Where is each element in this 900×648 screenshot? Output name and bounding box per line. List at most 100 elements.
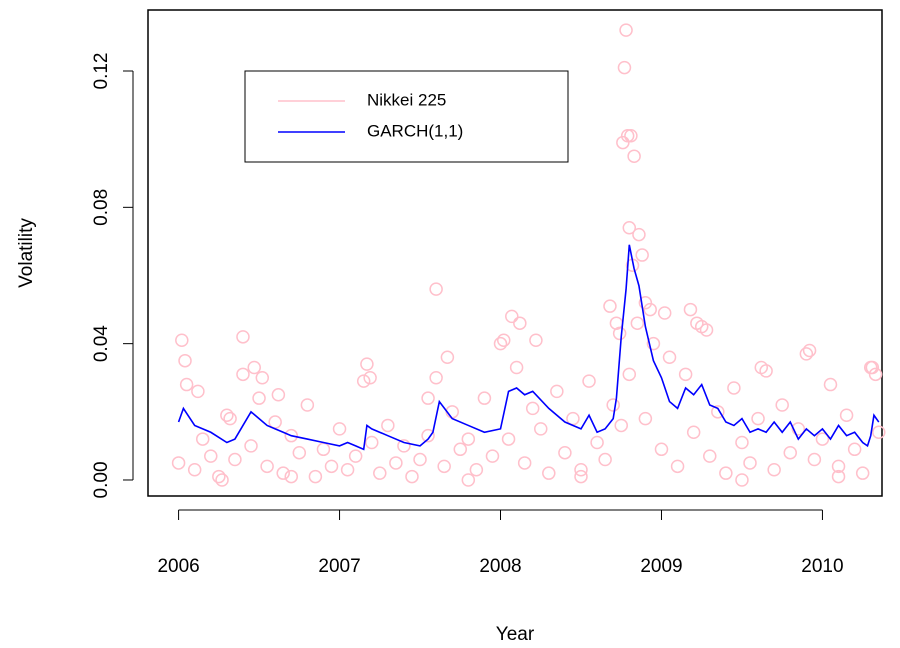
point [727, 381, 741, 395]
point [686, 425, 701, 440]
plot-frame [147, 9, 883, 497]
point [799, 347, 814, 361]
point [212, 469, 226, 484]
point [802, 343, 817, 358]
point [496, 333, 511, 347]
point [616, 135, 630, 150]
point [603, 299, 617, 313]
point [872, 425, 886, 440]
point [831, 469, 846, 484]
point [574, 463, 588, 477]
point [582, 374, 596, 388]
point [340, 463, 355, 477]
point [847, 442, 862, 457]
point [590, 435, 604, 450]
point [534, 422, 548, 436]
point [308, 469, 323, 484]
x-tick-label: 2009 [640, 556, 682, 577]
point [271, 388, 286, 402]
point [171, 456, 186, 470]
point [550, 384, 564, 399]
point [654, 442, 669, 457]
point [247, 360, 261, 375]
x-tick-label: 2008 [479, 556, 521, 577]
point [228, 452, 242, 467]
point [614, 418, 628, 433]
point [638, 411, 653, 426]
point [252, 391, 266, 405]
point [703, 449, 717, 463]
point [630, 316, 645, 330]
point [823, 377, 838, 392]
point [865, 360, 880, 375]
point [617, 60, 632, 75]
point [437, 459, 451, 474]
point [627, 149, 641, 163]
y-axis-label: Volatility [16, 218, 37, 288]
point [215, 473, 229, 487]
point [316, 442, 331, 457]
y-tick-label: 0.00 [91, 461, 112, 498]
point [670, 459, 685, 474]
point [477, 391, 492, 405]
point [421, 391, 435, 405]
point [612, 326, 627, 341]
point [699, 323, 714, 337]
point [505, 309, 519, 324]
point [356, 374, 371, 388]
point [292, 445, 307, 460]
point [236, 367, 250, 382]
point [284, 469, 299, 484]
point [598, 452, 612, 467]
point [606, 398, 620, 412]
point [619, 23, 633, 37]
point [178, 353, 192, 368]
point [775, 398, 789, 412]
x-tick-label: 2007 [318, 556, 360, 577]
point [513, 316, 527, 330]
line [177, 244, 880, 451]
point [509, 360, 524, 375]
point [204, 449, 218, 463]
point [461, 473, 476, 487]
point [373, 466, 387, 480]
point [360, 357, 374, 371]
legend-label: GARCH(1,1) [367, 121, 463, 140]
point [620, 129, 635, 143]
point [332, 422, 347, 436]
point [300, 398, 315, 412]
x-tick-label: 2010 [801, 556, 843, 577]
point [657, 306, 672, 320]
point [363, 370, 377, 385]
point [260, 459, 274, 474]
point [624, 129, 638, 143]
point [735, 435, 749, 450]
point [244, 439, 258, 453]
point [542, 466, 556, 480]
x-tick-label: 2006 [157, 556, 199, 577]
point [638, 296, 653, 310]
point [529, 333, 543, 347]
point [276, 466, 290, 480]
point [839, 408, 854, 422]
point [735, 473, 749, 487]
point [678, 367, 693, 382]
point [421, 428, 435, 443]
point [364, 435, 379, 450]
point [413, 452, 427, 467]
point [831, 459, 846, 474]
point [440, 350, 455, 365]
point [381, 418, 395, 433]
point [711, 405, 725, 419]
point [662, 350, 677, 365]
point [429, 370, 443, 385]
point [807, 452, 822, 467]
point [643, 302, 657, 317]
point [622, 367, 637, 382]
point [635, 248, 649, 262]
point [632, 227, 646, 242]
point [767, 463, 781, 477]
point [751, 411, 765, 426]
point [690, 316, 704, 330]
point [501, 432, 516, 446]
